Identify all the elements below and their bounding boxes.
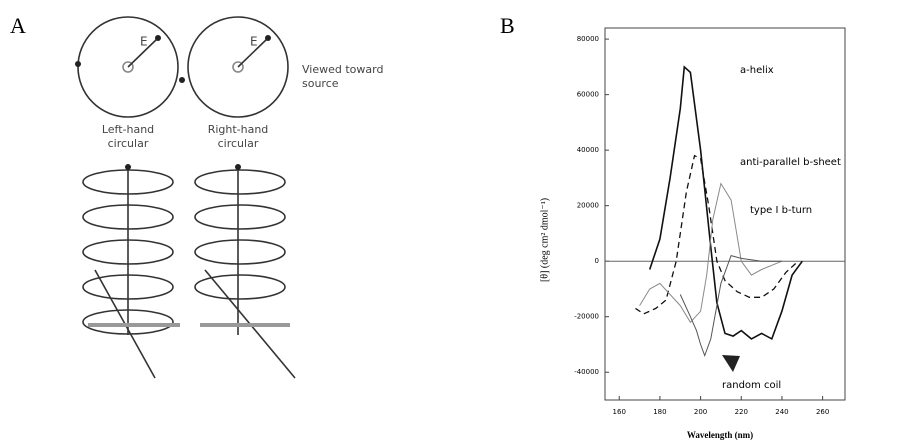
x-tick-label: 200 [694,408,707,416]
annotation: type I b-turn [750,205,812,216]
series-line [648,65,803,341]
caption: Left-hand [102,123,154,136]
series-line [679,254,782,358]
x-tick-label: 160 [613,408,626,416]
caption: Viewed toward [302,63,383,76]
y-tick-label: -20000 [574,313,599,321]
vector-label: E [140,35,148,49]
vector-label: E [250,35,258,49]
caption: Right-hand [208,123,269,136]
y-tick-label: 0 [595,257,599,265]
markers [75,35,271,170]
caption: source [302,77,339,90]
panel-label: B [500,13,515,38]
y-tick-label: 20000 [577,202,599,210]
caption: circular [108,137,149,150]
y-tick-label: 60000 [577,91,599,99]
panel-label: A [10,13,26,38]
x-tick-label: 240 [775,408,788,416]
plot-frame [604,27,846,401]
series-line [639,182,783,324]
x-tick-label: 180 [653,408,666,416]
annotation: a-helix [740,65,774,76]
x-axis-label: Wavelength (nm) [687,430,753,440]
annotation: random coil [722,380,781,391]
series-line [635,154,799,315]
x-tick-label: 220 [735,408,748,416]
caption: circular [218,137,259,150]
y-tick-label: 40000 [577,146,599,154]
y-tick-label: 80000 [577,35,599,43]
y-tick-label: -40000 [574,368,599,376]
y-axis-label: [θ] (deg cm² dmol⁻¹) [539,198,550,282]
annotation: anti-parallel b-sheet [740,157,841,168]
arrow [722,355,740,372]
x-tick-label: 260 [816,408,829,416]
